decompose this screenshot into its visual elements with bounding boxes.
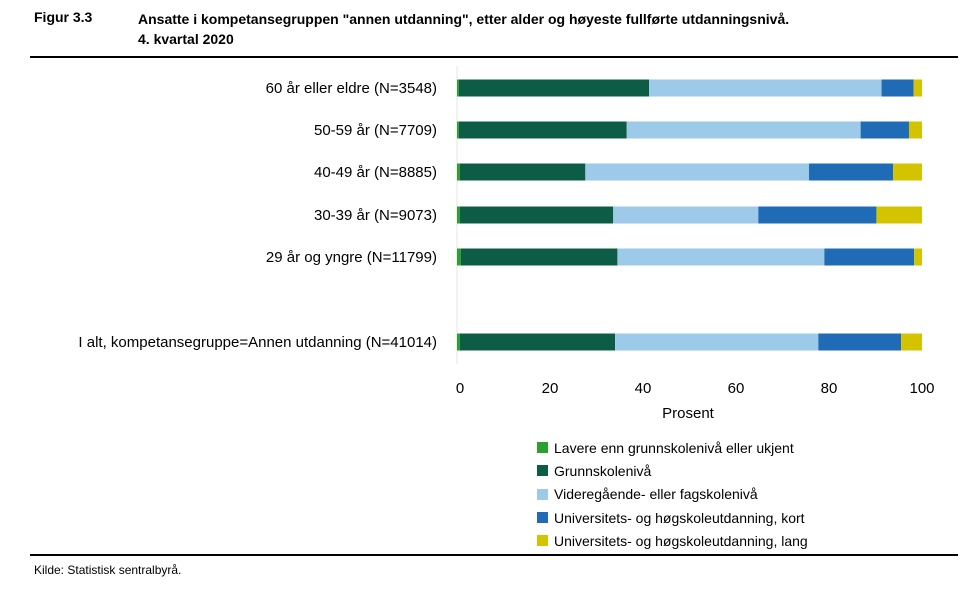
x-tick-label: 20: [542, 380, 559, 397]
legend-item: Lavere enn grunnskolenivå eller ukjent: [537, 436, 808, 459]
bottom-rule: [30, 554, 958, 556]
legend-swatch: [537, 535, 548, 547]
figure-title-line-1: Ansatte i kompetansegruppen "annen utdan…: [138, 11, 790, 27]
legend-item: Grunnskolenivå: [537, 459, 808, 482]
bar-segment: [459, 206, 614, 224]
category-label: 30-39 år (N=9073): [314, 207, 437, 224]
category-label: 60 år eller eldre (N=3548): [266, 80, 437, 97]
legend-label: Lavere enn grunnskolenivå eller ukjent: [554, 439, 794, 456]
bar-segment: [758, 206, 877, 224]
figure-title: Ansatte i kompetansegruppen "annen utdan…: [138, 9, 938, 49]
figure-label: Figur 3.3: [34, 9, 93, 25]
bar-segment: [459, 333, 616, 351]
bar-segment: [818, 333, 902, 351]
category-label: I alt, kompetansegruppe=Annen utdanning …: [78, 334, 437, 351]
bar-segment: [457, 206, 460, 224]
legend-label: Grunnskolenivå: [554, 462, 652, 479]
bar-segment: [615, 333, 819, 351]
bar-segment: [901, 333, 922, 351]
bar-segment: [457, 121, 459, 139]
bar-segment: [860, 121, 909, 139]
category-label: 50-59 år (N=7709): [314, 122, 437, 139]
bar-segment: [649, 79, 882, 97]
legend-item: Universitets- og høgskoleutdanning, kort: [537, 506, 808, 529]
stacked-bar-chart: 60 år eller eldre (N=3548) 50-59 år (N=77…: [78, 66, 935, 422]
x-tick-label: 60: [728, 380, 745, 397]
legend-label: Videregående- eller fagskolenivå: [554, 486, 758, 503]
x-tick-label: 40: [635, 380, 652, 397]
bars-layer: [456, 66, 922, 364]
bar-segment: [613, 206, 759, 224]
bar-segment: [809, 163, 894, 181]
source-note: Kilde: Statistisk sentralbyrå.: [34, 563, 182, 577]
legend-label: Universitets- og høgskoleutdanning, lang: [554, 532, 808, 549]
x-tick-label: 80: [821, 380, 838, 397]
bar-segment: [824, 248, 915, 266]
bar-segment: [913, 79, 922, 97]
legend-item: Videregående- eller fagskolenivå: [537, 483, 808, 506]
bar-segment: [626, 121, 861, 139]
bar-segment: [458, 121, 627, 139]
bar-segment: [876, 206, 922, 224]
bar-segment: [457, 79, 459, 97]
figure-title-line-2: 4. kvartal 2020: [138, 31, 234, 47]
legend-swatch: [537, 488, 548, 500]
bar-segment: [617, 248, 825, 266]
category-label: 29 år og yngre (N=11799): [266, 249, 437, 266]
category-labels: 60 år eller eldre (N=3548) 50-59 år (N=77…: [78, 80, 437, 351]
legend-swatch: [537, 442, 548, 454]
x-axis-ticks: 0 20 40 60 80 100: [456, 380, 935, 397]
bar-segment: [914, 248, 922, 266]
chart-legend: Lavere enn grunnskolenivå eller ukjent Gr…: [537, 436, 808, 552]
legend-swatch: [537, 465, 548, 477]
bar-segment: [881, 79, 914, 97]
bar-segment: [457, 248, 461, 266]
bar-segment: [459, 163, 586, 181]
legend-label: Universitets- og høgskoleutdanning, kort: [554, 509, 805, 526]
x-axis-label: Prosent: [662, 405, 715, 422]
bar-segment: [893, 163, 922, 181]
bar-segment: [585, 163, 810, 181]
bar-segment: [460, 248, 618, 266]
x-tick-label: 100: [909, 380, 934, 397]
bar-segment: [457, 333, 460, 351]
legend-swatch: [537, 512, 548, 524]
category-label: 40-49 år (N=8885): [314, 164, 437, 181]
legend-item: Universitets- og høgskoleutdanning, lang: [537, 529, 808, 552]
bar-segment: [457, 163, 460, 181]
bar-segment: [458, 79, 650, 97]
x-tick-label: 0: [456, 380, 464, 397]
top-rule: [30, 56, 958, 58]
bar-segment: [908, 121, 922, 139]
